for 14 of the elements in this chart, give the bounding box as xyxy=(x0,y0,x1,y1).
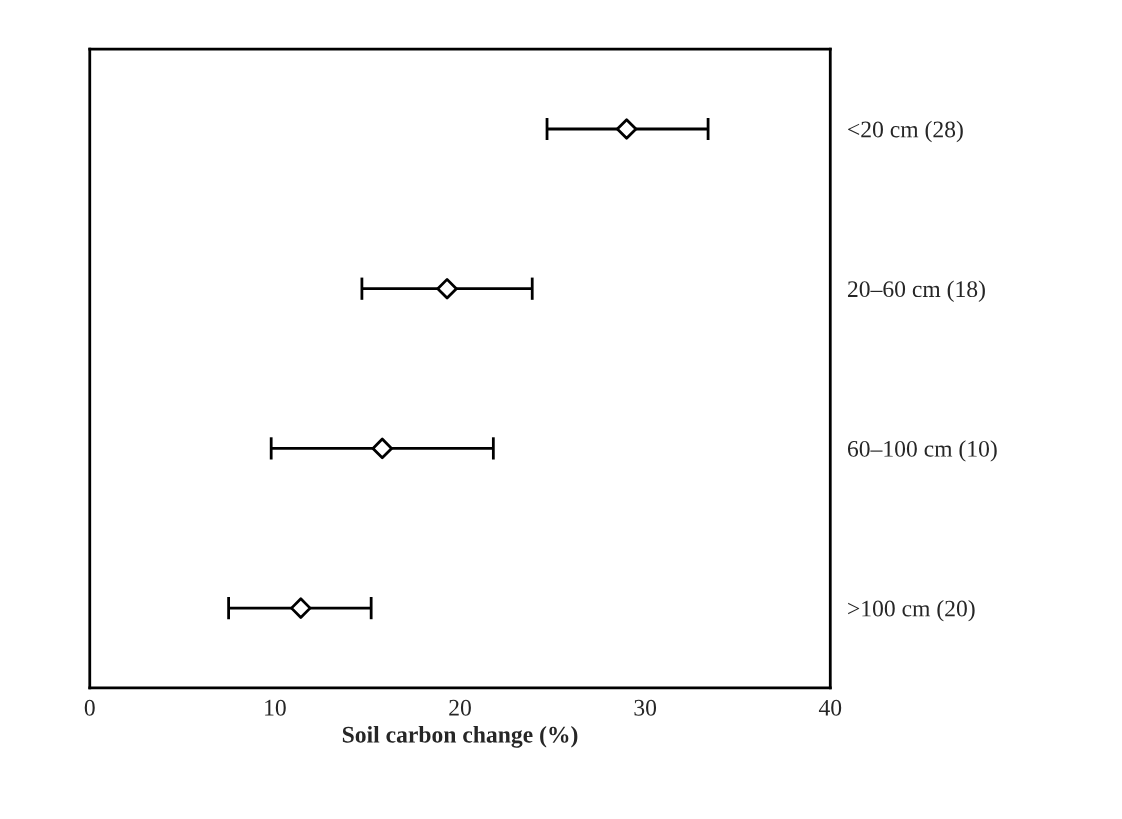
y-tick-label: 60–100 cm (10) xyxy=(847,440,997,462)
x-tick-label: 20 xyxy=(449,699,471,716)
y-tick-label: 20–60 cm (18) xyxy=(847,280,985,302)
point xyxy=(436,277,458,300)
y-tick-label: >100 cm (20) xyxy=(848,599,975,622)
x-tick-label: 30 xyxy=(634,699,657,716)
y-tick-label: <20 cm (28) xyxy=(848,120,963,143)
point xyxy=(371,437,393,460)
x-tick-label: 10 xyxy=(265,699,286,716)
x-axis-title: Soil carbon change (%) xyxy=(342,726,578,748)
point xyxy=(290,597,312,619)
x-tick-label: 0 xyxy=(84,699,95,716)
x-tick-label: 40 xyxy=(818,699,842,716)
point xyxy=(615,118,638,140)
